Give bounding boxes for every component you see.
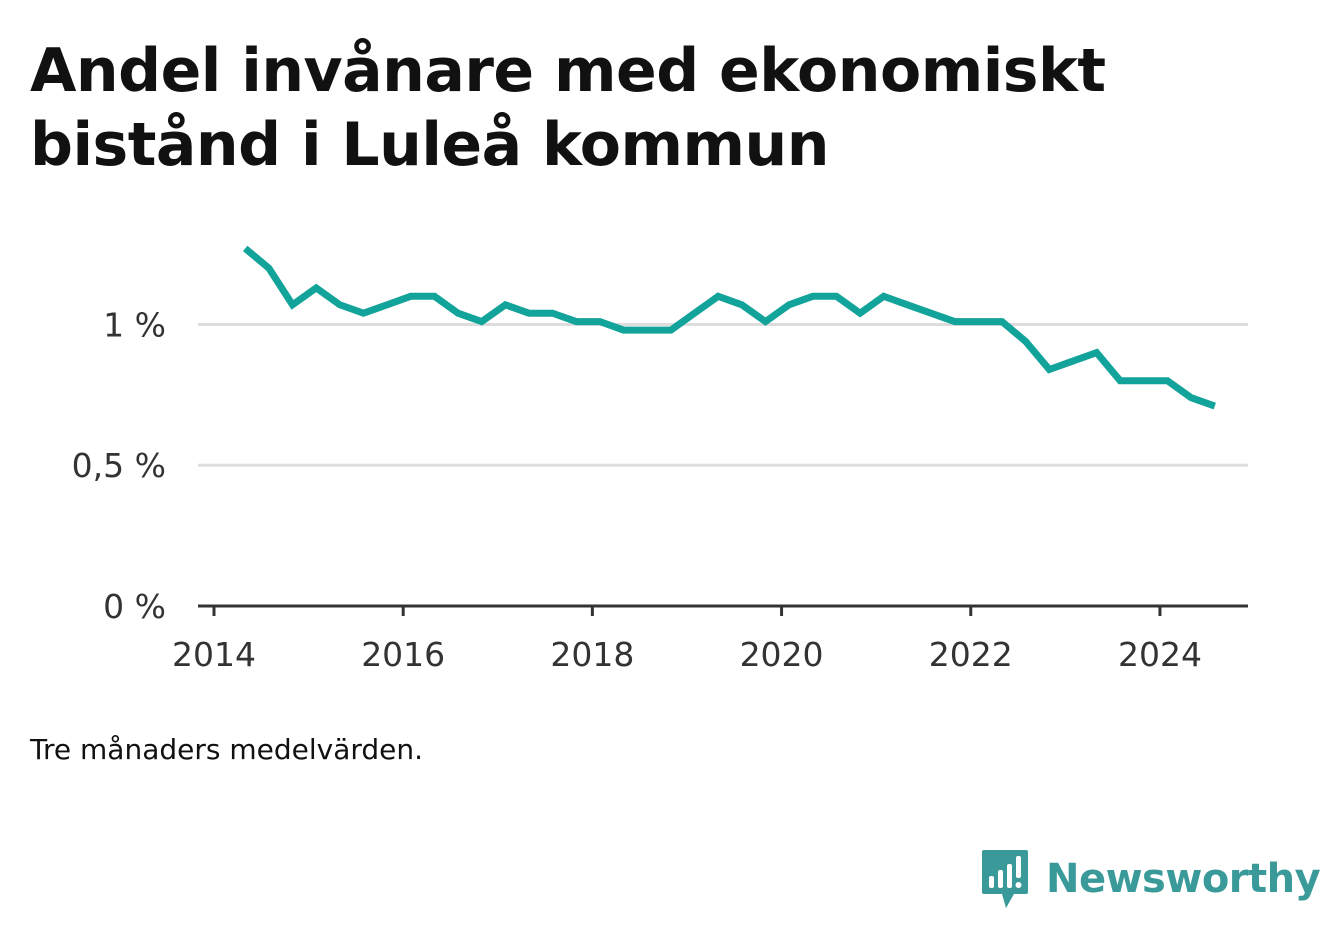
chart-title: Andel invånare med ekonomiskt bistånd i … — [30, 36, 1106, 180]
x-tick-label: 2024 — [1118, 635, 1202, 674]
y-tick-label: 0 % — [103, 587, 166, 626]
brand-logo: Newsworthy — [980, 848, 1321, 910]
brand-name: Newsworthy — [1046, 856, 1321, 902]
y-tick-label: 0,5 % — [72, 446, 166, 485]
x-tick-label: 2020 — [740, 635, 824, 674]
x-tick-label: 2022 — [929, 635, 1013, 674]
x-tick-label: 2016 — [361, 635, 445, 674]
footnote: Tre månaders medelvärden. — [30, 733, 424, 766]
x-tick-label: 2014 — [172, 635, 256, 674]
x-tick-label: 2018 — [550, 635, 634, 674]
y-tick-label: 1 % — [103, 305, 166, 344]
y-tick-labels: 0 % 0,5 % 1 % — [72, 305, 166, 626]
series-layer — [242, 245, 1216, 410]
series-line — [242, 245, 1216, 410]
bar-chart-speech-bubble-icon — [982, 850, 1028, 908]
x-tick-labels: 2014 2016 2018 2020 2022 2024 — [172, 635, 1202, 674]
x-axis — [198, 604, 1248, 616]
grid-lines — [198, 322, 1248, 467]
